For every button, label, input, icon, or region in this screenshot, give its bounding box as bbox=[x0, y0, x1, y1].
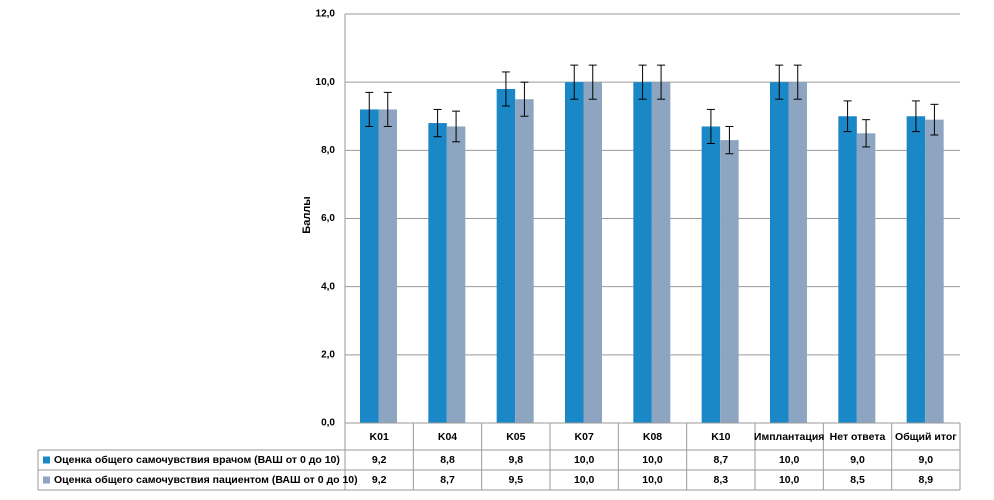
value-label: 10,0 bbox=[574, 474, 595, 486]
bar bbox=[378, 109, 397, 423]
y-tick-label: 4,0 bbox=[321, 281, 335, 292]
value-label: 10,0 bbox=[642, 454, 663, 466]
bar bbox=[515, 99, 534, 423]
bar bbox=[720, 140, 739, 423]
bar bbox=[496, 88, 516, 423]
bar bbox=[583, 82, 602, 424]
value-label: 8,7 bbox=[440, 474, 455, 486]
value-label: 10,0 bbox=[642, 474, 663, 486]
value-label: 8,9 bbox=[919, 474, 934, 486]
bar bbox=[906, 116, 926, 423]
value-label: 8,8 bbox=[440, 454, 455, 466]
value-label: 8,7 bbox=[714, 454, 729, 466]
x-tick-label: K01 bbox=[370, 431, 389, 443]
value-label: 8,3 bbox=[714, 474, 729, 486]
bar bbox=[651, 82, 671, 424]
y-tick-label: 8,0 bbox=[321, 145, 335, 156]
y-tick-label: 10,0 bbox=[316, 77, 336, 88]
y-tick-label: 0,0 bbox=[321, 418, 335, 429]
value-label: 9,5 bbox=[509, 474, 524, 486]
x-tick-label: K07 bbox=[575, 431, 594, 443]
value-label: 9,0 bbox=[850, 454, 865, 466]
bar bbox=[565, 82, 584, 424]
value-label: 10,0 bbox=[779, 454, 800, 466]
x-tick-label: Имплантация bbox=[754, 431, 825, 443]
bar bbox=[856, 133, 876, 423]
value-label: 10,0 bbox=[574, 454, 595, 466]
bar bbox=[770, 82, 789, 424]
bar bbox=[838, 116, 857, 423]
legend-label: Оценка общего самочувствия врачом (ВАШ о… bbox=[54, 454, 340, 466]
x-tick-label: K05 bbox=[506, 431, 525, 443]
x-tick-label: K04 bbox=[438, 431, 457, 443]
value-label: 10,0 bbox=[779, 474, 800, 486]
value-label: 9,2 bbox=[372, 474, 387, 486]
y-axis-label: Баллы bbox=[301, 196, 313, 233]
value-label: 9,2 bbox=[372, 454, 387, 466]
value-label: 8,5 bbox=[850, 474, 865, 486]
legend-swatch bbox=[43, 476, 50, 484]
y-tick-label: 12,0 bbox=[316, 9, 336, 20]
x-tick-label: Общий итог bbox=[895, 431, 957, 443]
bar bbox=[925, 119, 944, 424]
y-tick-label: 2,0 bbox=[321, 349, 335, 360]
x-tick-label: Нет ответа bbox=[830, 431, 886, 443]
x-tick-label: K08 bbox=[643, 431, 662, 443]
bar bbox=[633, 82, 652, 424]
x-tick-label: K10 bbox=[711, 431, 730, 443]
bar bbox=[360, 109, 379, 423]
bar bbox=[428, 123, 447, 424]
legend-swatch bbox=[43, 456, 50, 464]
y-tick-label: 6,0 bbox=[321, 213, 335, 224]
value-label: 9,8 bbox=[509, 454, 524, 466]
bar bbox=[446, 126, 466, 423]
value-label: 9,0 bbox=[919, 454, 934, 466]
legend-label: Оценка общего самочувствия пациентом (ВА… bbox=[54, 474, 358, 486]
bar bbox=[788, 82, 807, 424]
bar bbox=[701, 126, 721, 423]
